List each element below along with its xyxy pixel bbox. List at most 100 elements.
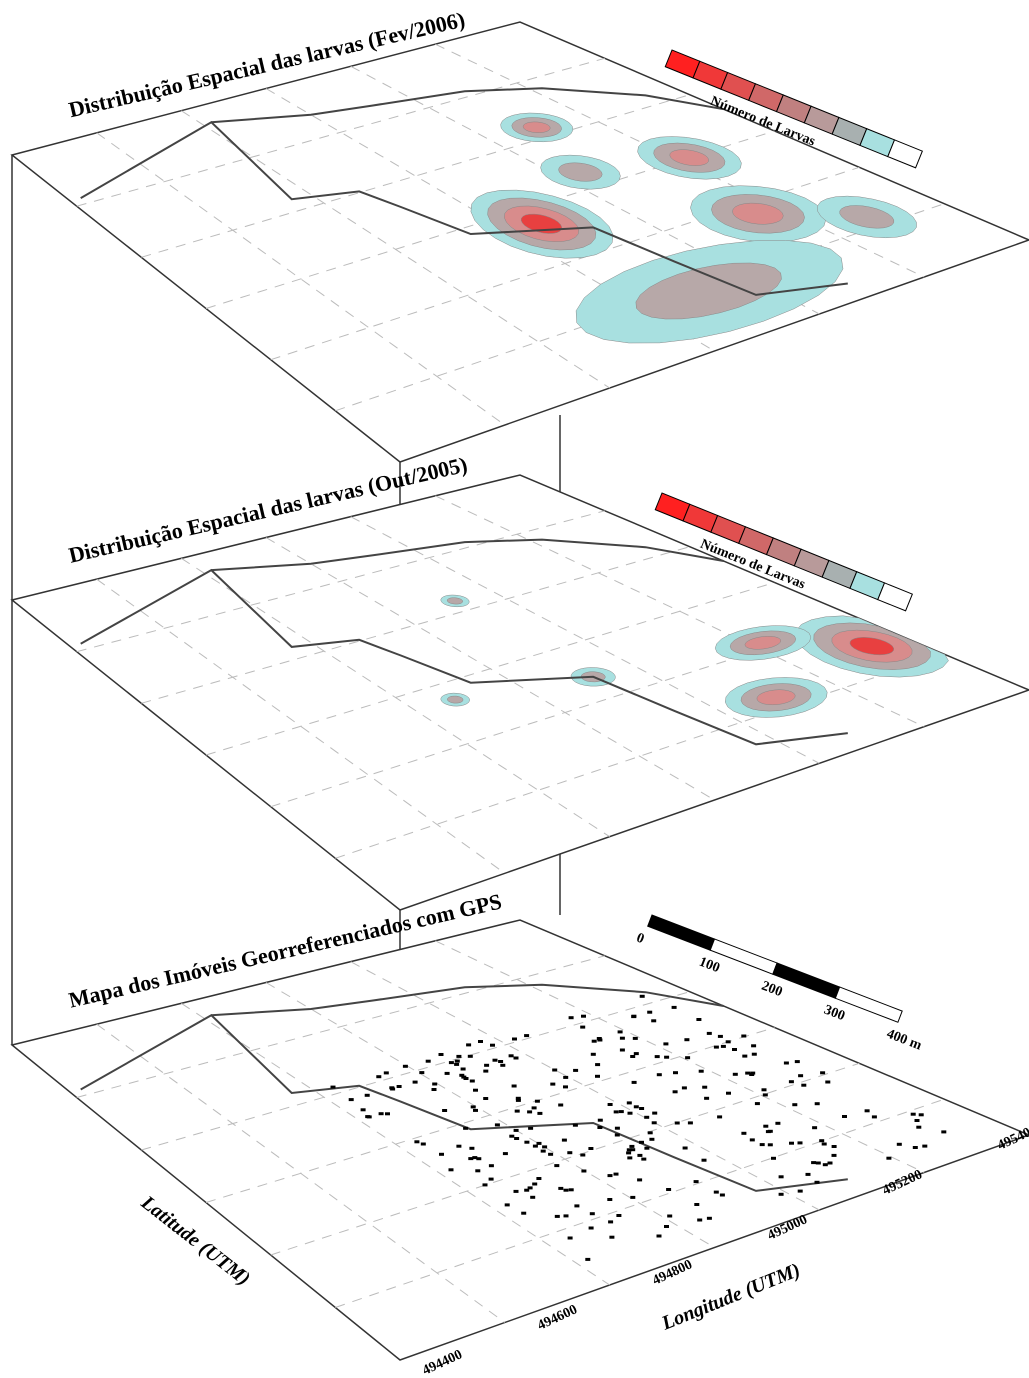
- scale-segment: [710, 939, 777, 974]
- property-point: [528, 1186, 533, 1189]
- property-point: [455, 1060, 460, 1063]
- property-point: [741, 1035, 746, 1038]
- property-point: [376, 1075, 381, 1078]
- property-point: [484, 1064, 489, 1067]
- scale-segment: [648, 915, 715, 950]
- property-point: [473, 1109, 478, 1112]
- property-point: [733, 1073, 738, 1076]
- property-point: [911, 1113, 916, 1116]
- property-point: [792, 1103, 797, 1106]
- property-point: [439, 1053, 444, 1056]
- property-point: [524, 1141, 529, 1144]
- property-point: [563, 1085, 568, 1088]
- property-point: [459, 1074, 464, 1077]
- property-point: [763, 1125, 768, 1128]
- property-point: [564, 1189, 569, 1192]
- property-point: [573, 1069, 578, 1072]
- property-point: [872, 1115, 877, 1118]
- property-point: [742, 1055, 747, 1058]
- property-point: [637, 1154, 642, 1157]
- property-point: [697, 1219, 702, 1222]
- property-point: [442, 1109, 447, 1112]
- property-point: [789, 1080, 794, 1083]
- property-point: [470, 1080, 475, 1083]
- property-point: [597, 1126, 602, 1129]
- property-point: [367, 1115, 372, 1118]
- property-point: [555, 1215, 560, 1218]
- property-point: [413, 1081, 418, 1084]
- property-point: [558, 1187, 563, 1190]
- property-point: [652, 1121, 657, 1124]
- scale-label: 400 m: [884, 1027, 923, 1054]
- property-point: [542, 1145, 547, 1148]
- map-plane: Distribuição Espacial das larvas (Out/20…: [12, 452, 1029, 910]
- property-point: [493, 1059, 498, 1062]
- property-point: [915, 1119, 920, 1122]
- property-point: [755, 1102, 760, 1105]
- property-point: [550, 1083, 555, 1086]
- property-point: [657, 1073, 662, 1076]
- property-point: [616, 1214, 621, 1217]
- property-point: [720, 1194, 725, 1197]
- property-point: [608, 1220, 613, 1223]
- property-point: [627, 1156, 632, 1159]
- property-point: [707, 1217, 712, 1220]
- property-point: [652, 1112, 657, 1115]
- property-point: [694, 1203, 699, 1206]
- property-point: [537, 1112, 542, 1115]
- property-point: [806, 1173, 811, 1176]
- property-point: [673, 1090, 678, 1093]
- property-point: [707, 1032, 712, 1035]
- property-point: [514, 1057, 519, 1060]
- property-point: [812, 1126, 817, 1129]
- property-point: [514, 1129, 519, 1132]
- property-point: [574, 1204, 579, 1207]
- property-point: [558, 1104, 563, 1107]
- property-point: [397, 1085, 402, 1088]
- scale-segment: [773, 963, 840, 998]
- property-point: [468, 1055, 473, 1058]
- property-point: [524, 1034, 529, 1037]
- property-point: [533, 1145, 538, 1148]
- property-point: [865, 1109, 870, 1112]
- property-point: [471, 1105, 476, 1108]
- property-point: [784, 1062, 789, 1065]
- property-point: [714, 1191, 719, 1194]
- property-point: [580, 1026, 585, 1029]
- property-point: [591, 1053, 596, 1056]
- property-point: [528, 1127, 533, 1130]
- property-point: [608, 1174, 613, 1177]
- property-point: [752, 1053, 757, 1056]
- property-point: [775, 1122, 780, 1125]
- property-point: [384, 1071, 389, 1074]
- property-point: [509, 1054, 514, 1057]
- property-point: [683, 1147, 688, 1150]
- property-point: [598, 1119, 603, 1122]
- property-point: [503, 1152, 508, 1155]
- property-point: [798, 1074, 803, 1077]
- property-point: [666, 1188, 671, 1191]
- property-point: [721, 1045, 726, 1048]
- property-point: [815, 1102, 820, 1105]
- property-point: [365, 1094, 370, 1097]
- property-point: [432, 1083, 437, 1086]
- property-point: [801, 1084, 806, 1087]
- property-point: [916, 1126, 921, 1129]
- property-point: [922, 1145, 927, 1148]
- property-point: [567, 1151, 572, 1154]
- property-point: [667, 1215, 672, 1218]
- property-point: [718, 1035, 723, 1038]
- property-point: [595, 1063, 600, 1066]
- property-point: [688, 1121, 693, 1124]
- property-point: [664, 1225, 669, 1228]
- property-point: [463, 1127, 468, 1130]
- property-point: [696, 1018, 701, 1021]
- property-point: [627, 1101, 632, 1104]
- property-point: [647, 1011, 652, 1014]
- property-point: [500, 1064, 505, 1067]
- property-point: [590, 1212, 595, 1215]
- property-point: [569, 1188, 574, 1191]
- property-point: [588, 1147, 593, 1150]
- property-point: [763, 1093, 768, 1096]
- property-point: [475, 1169, 480, 1172]
